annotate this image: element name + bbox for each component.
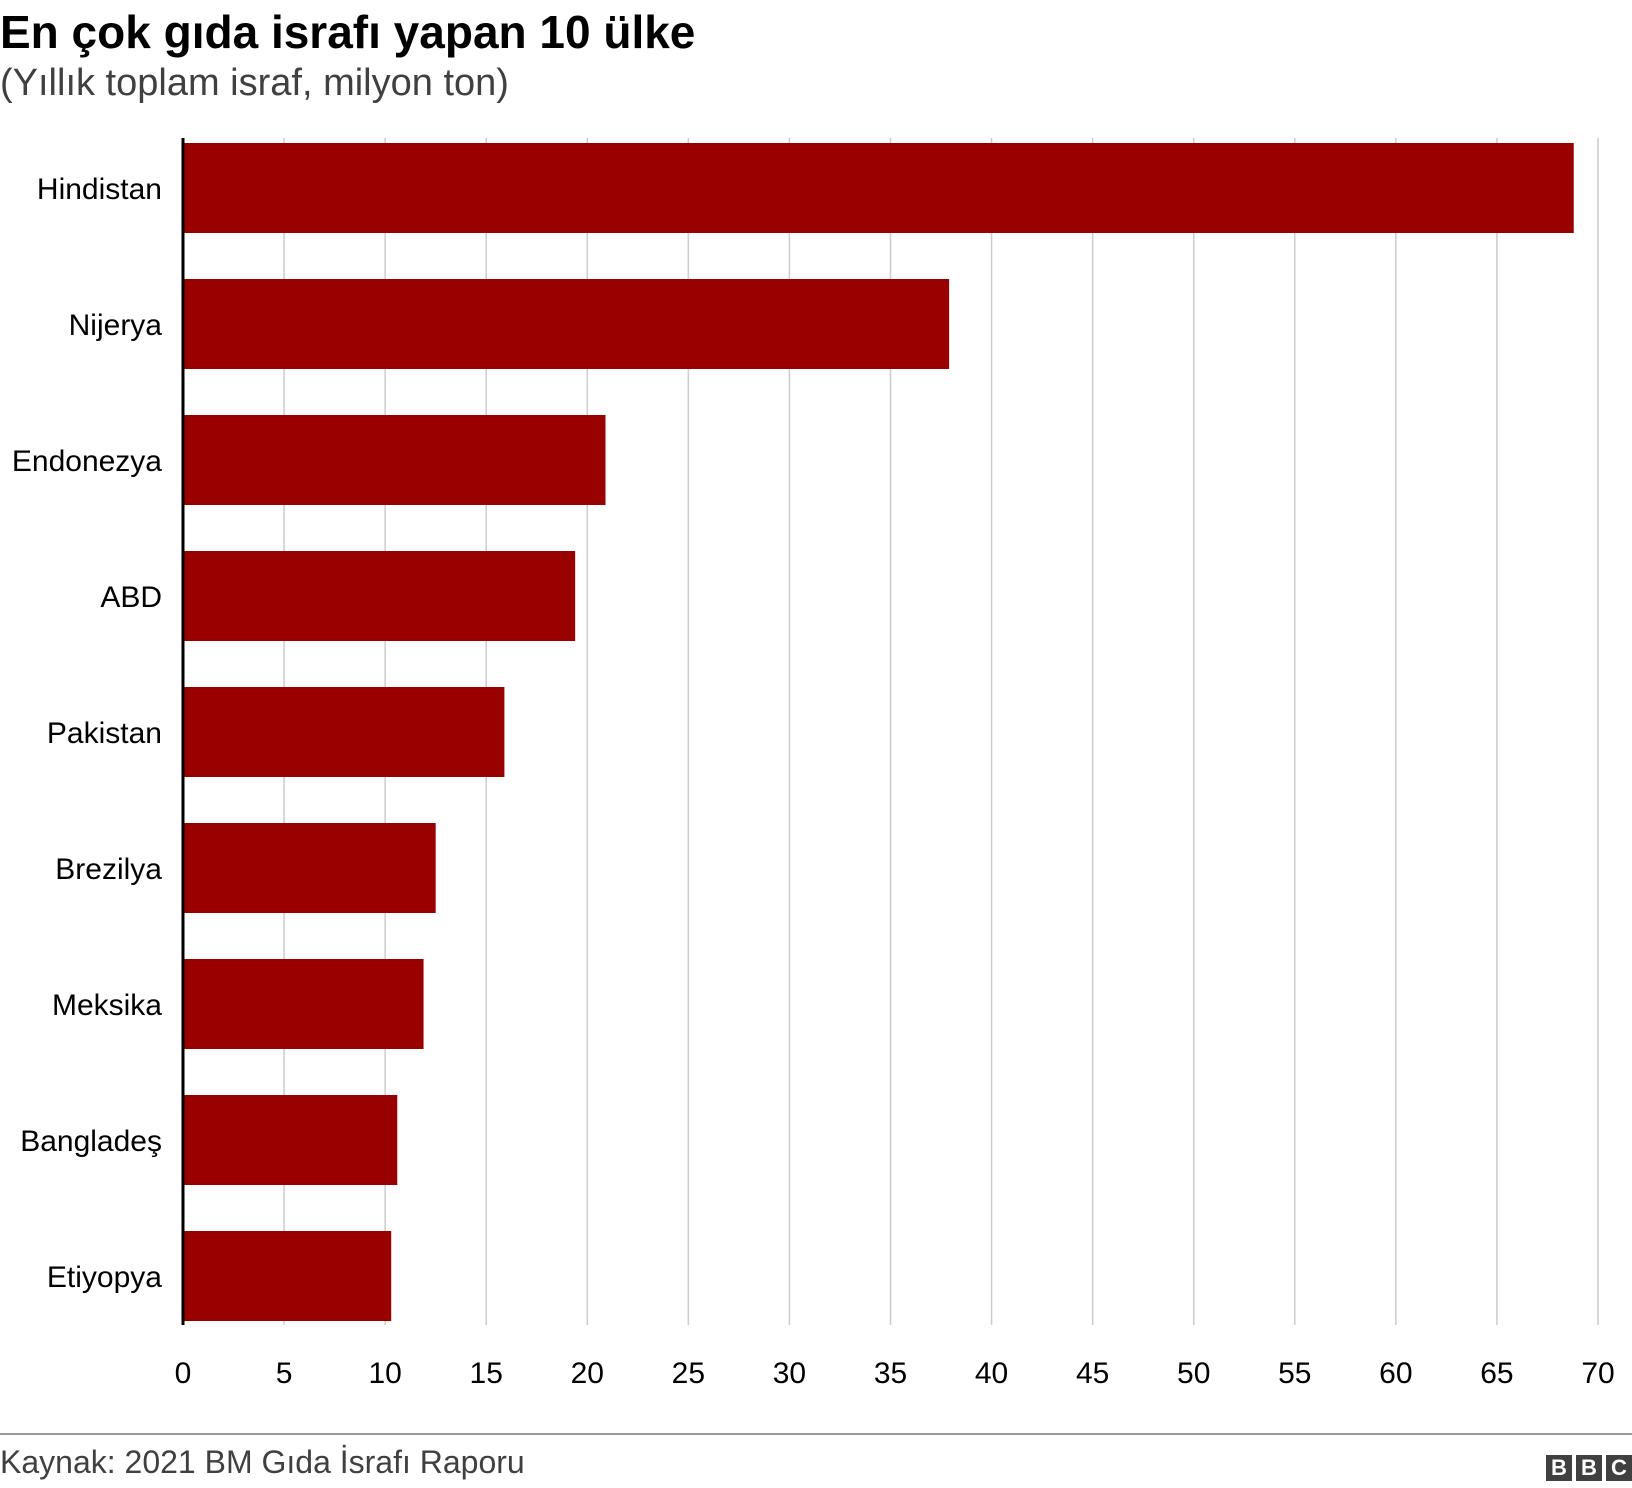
x-tick-label: 50: [1177, 1357, 1210, 1390]
x-tick-label: 60: [1379, 1357, 1412, 1390]
logo-letter-b1: B: [1546, 1455, 1572, 1481]
chart-title: En çok gıda israfı yapan 10 ülke: [0, 6, 696, 58]
x-tick-label: 15: [470, 1357, 503, 1390]
x-tick-label: 30: [773, 1357, 806, 1390]
category-label: Meksika: [52, 989, 162, 1022]
x-tick-label: 35: [874, 1357, 907, 1390]
logo-letter-b2: B: [1576, 1455, 1602, 1481]
category-label: Endonezya: [12, 445, 162, 478]
category-label: Brezilya: [55, 853, 162, 886]
bar-brezilya: [183, 823, 436, 913]
bar-hindistan: [183, 143, 1574, 233]
x-tick-label: 10: [368, 1357, 401, 1390]
bar-nijerya: [183, 279, 950, 369]
footer-divider: [0, 1433, 1632, 1435]
category-label: Etiyopya: [47, 1261, 162, 1294]
category-label: Hindistan: [37, 173, 162, 206]
bar-bangladeş: [183, 1095, 398, 1185]
bar-meksika: [183, 959, 424, 1049]
bbc-logo: B B C: [1546, 1455, 1632, 1481]
x-tick-label: 40: [975, 1357, 1008, 1390]
x-tick-label: 70: [1581, 1357, 1614, 1390]
bar-pakistan: [183, 687, 505, 777]
category-label: Bangladeş: [20, 1125, 162, 1158]
bar-chart: Hindistan Nijerya Endonezya ABD Pakistan Brez…: [12, 138, 1615, 1390]
logo-letter-c: C: [1606, 1455, 1632, 1481]
x-tick-label: 65: [1480, 1357, 1513, 1390]
category-label: Pakistan: [47, 717, 162, 750]
category-label: ABD: [100, 581, 162, 614]
x-tick-label: 45: [1076, 1357, 1109, 1390]
category-label: Nijerya: [69, 309, 163, 342]
x-tick-label: 55: [1278, 1357, 1311, 1390]
bar-etiyopya: [183, 1231, 392, 1321]
chart-subtitle: (Yıllık toplam israf, milyon ton): [0, 62, 509, 104]
x-tick-label: 5: [276, 1357, 293, 1390]
bar-abd: [183, 551, 576, 641]
x-tick-label: 0: [175, 1357, 192, 1390]
bar-endonezya: [183, 415, 606, 505]
x-tick-label: 25: [672, 1357, 705, 1390]
x-tick-label: 20: [571, 1357, 604, 1390]
source-note: Kaynak: 2021 BM Gıda İsrafı Raporu: [0, 1444, 525, 1480]
